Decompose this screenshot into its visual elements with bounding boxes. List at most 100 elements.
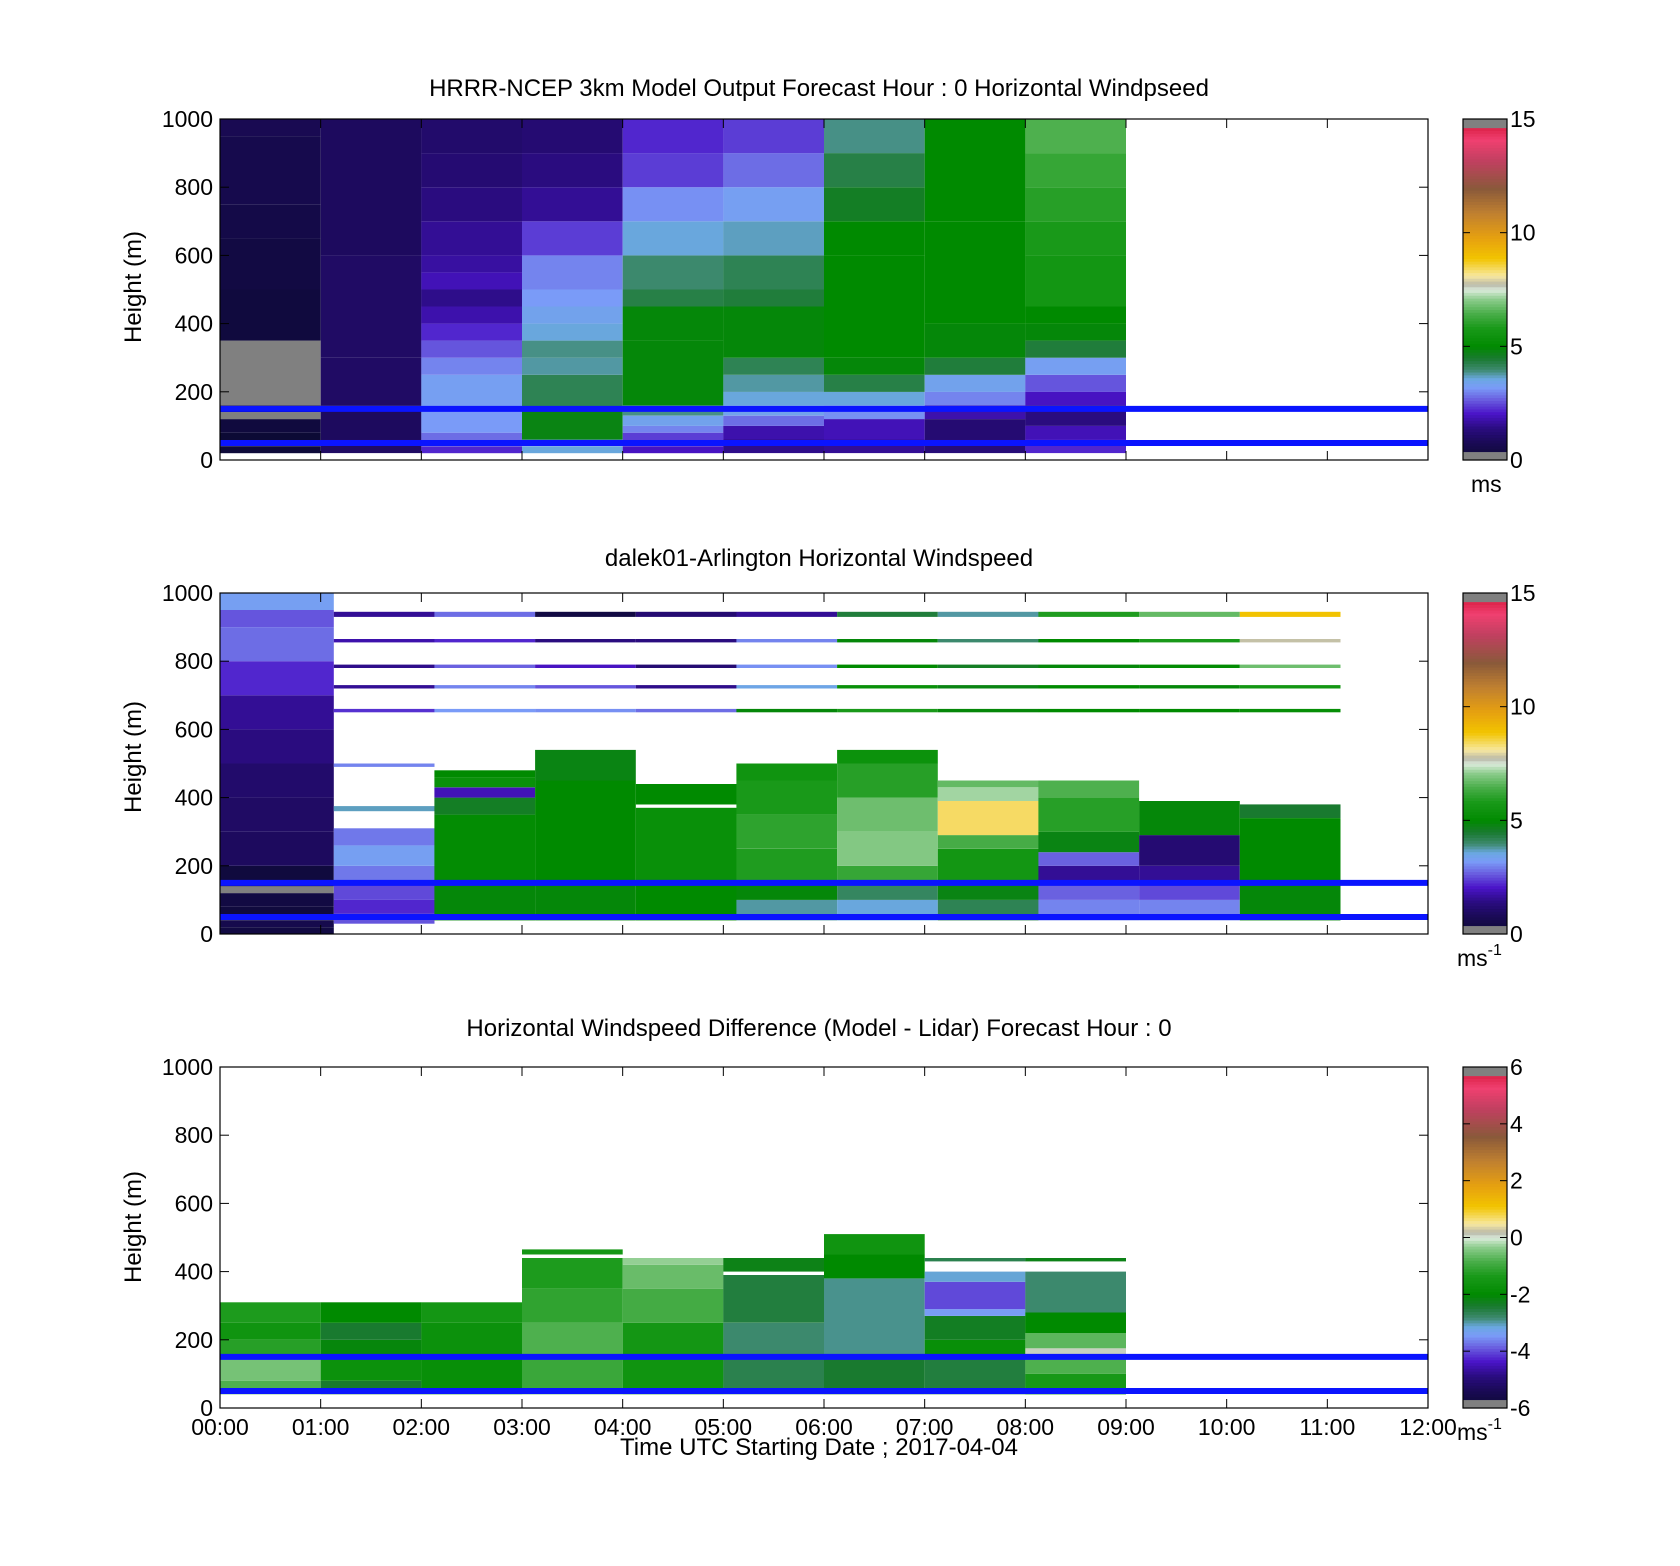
colorbar-segment [1463,692,1507,696]
colorbar-segment [1463,346,1507,350]
heatmap-cell [1025,1258,1126,1262]
colorbar-segment [1463,735,1507,739]
colorbar-unit-label: ms-1 [1457,942,1502,971]
colorbar-segment [1463,1067,1507,1071]
colorbar-segment [1463,1112,1507,1116]
heatmap-cell [421,306,522,324]
colorbar-segment [1463,377,1507,382]
colorbar-segment [1463,434,1507,438]
heatmap-cell [622,1264,724,1289]
colorbar-segment [1463,834,1507,838]
colorbar-segment [1463,1399,1507,1403]
colorbar-tick-label: -6 [1510,1395,1530,1421]
colorbar-segment [1463,715,1507,719]
colorbar-segment [1463,1393,1507,1398]
colorbar-tick-label: 0 [1510,921,1523,947]
heatmap-cell [220,831,334,866]
x-tick-label: 10:00 [1198,1414,1256,1440]
heatmap-cell [434,708,536,713]
colorbar-segment [1463,627,1507,631]
heatmap-cell [1038,831,1140,853]
heatmap-cell [622,340,724,406]
heatmap-cell [220,412,321,420]
x-tick-label: 04:00 [594,1414,652,1440]
colorbar-segment [1463,252,1507,256]
colorbar-segment [1463,1388,1507,1392]
colorbar-segment [1463,763,1507,767]
colorbar-segment [1463,354,1507,359]
heatmap-cell [320,357,422,406]
colorbar-segment [1463,740,1507,745]
colorbar-tick-label: -4 [1510,1338,1531,1364]
colorbar-segment [1463,1098,1507,1102]
colorbar-segment [1463,300,1507,305]
heatmap-cell [320,119,422,256]
colorbar-segment [1463,851,1507,856]
colorbar-segment [1463,332,1507,336]
heatmap-cell [220,446,321,454]
colorbar-segment [1463,255,1507,259]
colorbar-segment [1463,1248,1507,1253]
colorbar-segment [1463,681,1507,685]
heatmap-cell [723,1258,824,1272]
colorbar-segment [1463,658,1507,662]
colorbar-segment [1463,1268,1507,1273]
heatmap-cell [837,639,938,643]
colorbar-tick-label: 10 [1510,694,1536,720]
colorbar-segment [1463,411,1507,416]
colorbar-segment [1463,919,1507,924]
colorbar-segment [1463,295,1507,299]
colorbar-segment [1463,1243,1507,1247]
panel-difference-ylabel: Height (m) [120,1171,147,1283]
colorbar-segment [1463,1138,1507,1142]
heatmap-cell [736,685,838,689]
colorbar-unit-label: ms [1471,471,1502,497]
colorbar-segment [1463,292,1507,296]
colorbar-segment [1463,1294,1507,1298]
colorbar-segment [1463,754,1507,759]
heatmap-cell [1025,391,1126,406]
colorbar-segment [1463,1118,1507,1122]
heatmap-cell [837,763,938,798]
heatmap-cell [333,845,435,866]
colorbar-segment [1463,1163,1507,1168]
colorbar-segment [1463,1192,1507,1196]
colorbar-segment [1463,1103,1507,1108]
colorbar-segment [1463,888,1507,892]
colorbar-segment [1463,1126,1507,1131]
colorbar-segment [1463,238,1507,242]
colorbar-segment [1463,323,1507,328]
colorbar-segment [1463,635,1507,640]
heatmap-cell [1239,639,1341,643]
colorbar-segment [1463,1354,1507,1358]
colorbar-segment [1463,843,1507,847]
heatmap-cell [522,1288,623,1323]
colorbar-segment [1463,760,1507,765]
x-tick-label: 03:00 [493,1414,551,1440]
colorbar-segment [1463,400,1507,404]
heatmap-cell [1025,1348,1126,1357]
colorbar-frame [1462,118,1508,461]
colorbar-segment [1463,845,1507,850]
colorbar-segment [1463,857,1507,861]
colorbar-segment [1463,343,1507,347]
colorbar-segment [1463,457,1507,461]
heatmap-cell [622,425,724,433]
x-tick-label: 11:00 [1299,1414,1355,1440]
heatmap-cell [220,695,334,730]
heatmap-cell [522,255,623,290]
heatmap-cell [622,446,724,454]
colorbar-segment [1463,1089,1507,1094]
colorbar-segment [1463,1129,1507,1133]
colorbar-segment [1463,1166,1507,1170]
heatmap-cell [736,882,838,900]
colorbar-segment [1463,1231,1507,1236]
heatmap-cell [837,831,938,866]
heatmap-cell [220,1356,321,1381]
x-tick-label: 02:00 [393,1414,451,1440]
heatmap-cell [1038,780,1140,798]
colorbar-segment [1463,1209,1507,1213]
colorbar-segment [1463,298,1507,302]
heatmap-cell [723,425,824,440]
colorbar-tick-label: 10 [1510,220,1536,246]
